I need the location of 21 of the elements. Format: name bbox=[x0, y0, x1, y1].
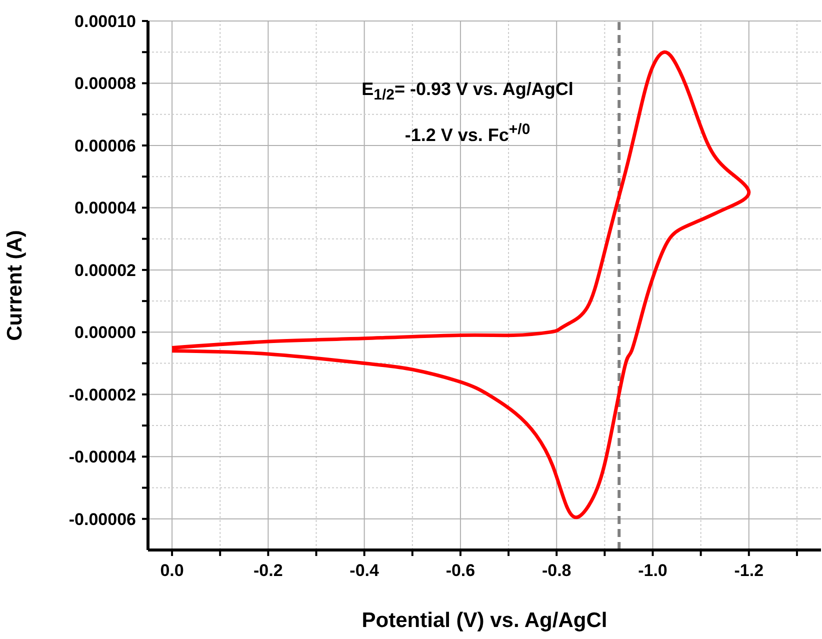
x-axis-title: Potential (V) vs. Ag/AgCl bbox=[362, 609, 608, 632]
x-tick-label: -0.4 bbox=[350, 561, 380, 580]
y-tick-label: 0.00004 bbox=[74, 198, 137, 218]
y-axis-title: Current (A) bbox=[3, 230, 26, 341]
y-tick-label: -0.00006 bbox=[68, 510, 136, 529]
line-series bbox=[170, 50, 751, 518]
x-tick-label: -0.6 bbox=[446, 561, 476, 580]
y-tick-label: -0.00002 bbox=[68, 385, 136, 404]
y-tick-label: 0.00006 bbox=[74, 136, 136, 156]
x-tick-label: -1.2 bbox=[734, 561, 764, 580]
x-tick-label: -1.0 bbox=[638, 561, 668, 580]
x-tick-label: -0.8 bbox=[542, 561, 572, 580]
x-tick-label: -0.2 bbox=[254, 561, 283, 580]
y-tick-label: 0.00010 bbox=[74, 12, 136, 31]
y-tick-label: 0.00002 bbox=[74, 260, 136, 280]
y-tick-label: 0.00000 bbox=[74, 323, 136, 342]
x-tick-label: 0.0 bbox=[160, 561, 184, 580]
y-tick-label: -0.00004 bbox=[68, 448, 137, 467]
annotation: -1.2 V vs. Fc$^{+/0}$ bbox=[404, 120, 532, 147]
annotation: E$_{1/2}$= -0.93 V vs. Ag/AgCl bbox=[360, 78, 574, 106]
y-tick-label: 0.00008 bbox=[74, 74, 136, 94]
